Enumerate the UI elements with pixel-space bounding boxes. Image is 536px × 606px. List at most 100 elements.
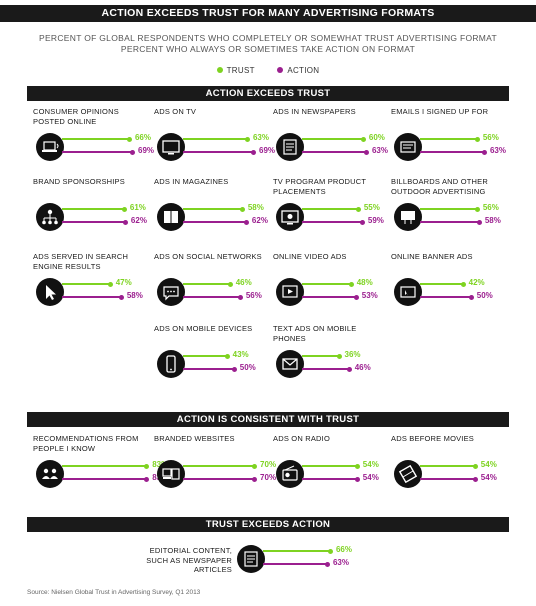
film-icon-glyph — [398, 464, 418, 484]
bar-end-trust — [126, 136, 132, 142]
chart-item-label: BILLBOARDS AND OTHER OUTDOOR ADVERTISING — [391, 177, 488, 196]
bar-action — [302, 296, 356, 298]
envelope-icon-glyph — [282, 358, 298, 370]
bar-end-trust — [327, 548, 333, 554]
value-label-trust: 61% — [129, 203, 146, 212]
bar-action — [62, 151, 133, 153]
newspaper-icon — [276, 133, 304, 161]
bar-end-trust — [224, 353, 230, 359]
bar-action — [183, 151, 254, 153]
bar-trust — [302, 465, 357, 467]
bar-trust — [183, 138, 247, 140]
legend-label-trust: TRUST — [226, 66, 255, 75]
chart-item-label: ADS IN MAGAZINES — [154, 177, 229, 186]
bar-end-trust — [252, 463, 258, 469]
chart-item-label: TV PROGRAM PRODUCT PLACEMENTS — [273, 177, 367, 196]
article-icon — [237, 545, 265, 573]
bar-action — [62, 221, 125, 223]
bar-end-trust — [354, 463, 360, 469]
bar-end-trust — [144, 463, 150, 469]
chart-item-label: ADS ON RADIO — [273, 434, 330, 443]
chart-item-label: ADS BEFORE MOVIES — [391, 434, 474, 443]
chat-icon-glyph — [163, 286, 179, 301]
bar-action — [302, 221, 362, 223]
radio-icon-glyph — [282, 465, 298, 481]
value-label-action: 59% — [367, 216, 384, 225]
bar-end-trust — [474, 136, 480, 142]
bar-end-action — [231, 366, 237, 372]
banner-icon-glyph — [400, 286, 416, 298]
value-label-action: 54% — [362, 473, 379, 482]
laptop-icon — [36, 133, 64, 161]
legend-item-action: ACTION — [277, 66, 319, 75]
bar-end-action — [476, 219, 482, 225]
bar-action — [62, 478, 147, 480]
legend: TRUST ACTION — [0, 66, 536, 75]
newspaper-icon-glyph — [283, 139, 297, 155]
section-header-3: TRUST EXCEEDS ACTION — [27, 517, 509, 532]
bar-end-trust — [121, 206, 127, 212]
value-label-action: 46% — [354, 363, 371, 372]
bar-end-action — [118, 294, 124, 300]
bar-end-action — [122, 219, 128, 225]
chart-item-label: ADS IN NEWSPAPERS — [273, 107, 356, 116]
bar-trust — [183, 465, 255, 467]
network-icon — [36, 203, 64, 231]
value-label-trust: 42% — [468, 278, 485, 287]
tv-icon-glyph — [162, 140, 180, 155]
bar-end-trust — [360, 136, 366, 142]
bar-end-trust — [227, 281, 233, 287]
legend-item-trust: TRUST — [216, 66, 255, 75]
bar-trust — [62, 208, 124, 210]
bar-end-trust — [460, 281, 466, 287]
value-label-trust: 58% — [247, 203, 264, 212]
chart-item-label: EDITORIAL CONTENT, SUCH AS NEWSPAPER ART… — [146, 546, 232, 574]
value-label-trust: 55% — [363, 203, 380, 212]
legend-label-action: ACTION — [287, 66, 320, 75]
bar-end-trust — [239, 206, 245, 212]
bar-end-trust — [336, 353, 342, 359]
value-label-action: 56% — [245, 291, 262, 300]
cursor-icon-glyph — [46, 285, 56, 300]
value-label-trust: 63% — [252, 133, 269, 142]
chart-item-label: TEXT ADS ON MOBILE PHONES — [273, 324, 357, 343]
bar-trust — [62, 283, 110, 285]
bar-action — [302, 368, 349, 370]
value-label-action: 63% — [371, 146, 388, 155]
bar-end-action — [130, 149, 136, 155]
chart-title: ACTION EXCEEDS TRUST FOR MANY ADVERTISIN… — [0, 5, 536, 22]
laptop-icon-glyph — [42, 141, 59, 152]
bar-action — [62, 296, 121, 298]
bar-end-action — [359, 219, 365, 225]
bar-trust — [302, 208, 358, 210]
bar-end-action — [324, 561, 330, 567]
bar-end-trust — [472, 463, 478, 469]
value-label-action: 69% — [259, 146, 276, 155]
bar-trust — [302, 283, 351, 285]
mobile-icon-glyph — [166, 355, 176, 373]
value-label-trust: 36% — [344, 350, 361, 359]
bar-end-action — [252, 476, 258, 482]
value-label-action: 63% — [332, 558, 349, 567]
legend-swatch-trust — [216, 67, 223, 73]
bar-end-trust — [107, 281, 113, 287]
chart-item-label: BRAND SPONSORSHIPS — [33, 177, 125, 186]
chart-item-label: EMAILS I SIGNED UP FOR — [391, 107, 489, 116]
bar-action — [302, 151, 366, 153]
bar-end-action — [237, 294, 243, 300]
bar-end-trust — [355, 206, 361, 212]
bar-action — [183, 478, 255, 480]
tv-icon — [157, 133, 185, 161]
mobile-icon — [157, 350, 185, 378]
value-label-trust: 56% — [482, 133, 499, 142]
bar-trust — [183, 355, 227, 357]
network-icon-glyph — [42, 209, 58, 225]
envelope-icon — [276, 350, 304, 378]
bar-end-action — [243, 219, 249, 225]
value-label-action: 62% — [251, 216, 268, 225]
chart-item-label: ADS ON SOCIAL NETWORKS — [154, 252, 262, 261]
value-label-trust: 54% — [362, 460, 379, 469]
bar-trust — [62, 465, 147, 467]
bar-end-action — [468, 294, 474, 300]
bar-action — [183, 296, 240, 298]
